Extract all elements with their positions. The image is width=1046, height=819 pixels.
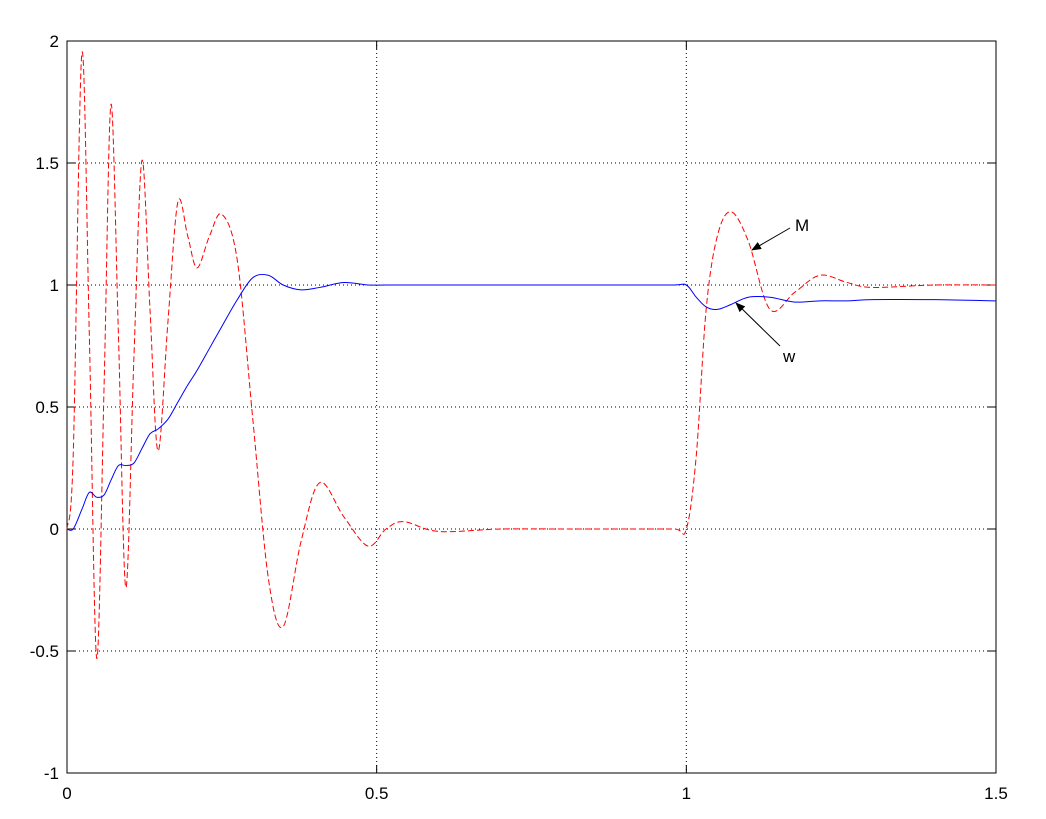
annotation-arrow — [735, 302, 781, 347]
plot-frame — [66, 40, 997, 774]
y-tick-label: 0.5 — [35, 398, 59, 417]
y-tick-label: 1.5 — [35, 154, 59, 173]
annotation-arrow — [751, 227, 791, 251]
x-tick-label: 0.5 — [365, 784, 389, 803]
y-tick-label: 2 — [50, 32, 59, 51]
annotation: M — [795, 216, 809, 235]
series-line — [66, 51, 997, 659]
x-tick-label: 1.5 — [984, 784, 1008, 803]
y-tick-label: -1 — [44, 764, 59, 783]
annotation: w — [782, 347, 796, 366]
x-tick-label: 1 — [682, 784, 691, 803]
y-tick-label: 0 — [50, 520, 59, 539]
y-tick-label: -0.5 — [30, 642, 59, 661]
y-tick-label: 1 — [50, 276, 59, 295]
x-tick-label: 0 — [62, 784, 71, 803]
